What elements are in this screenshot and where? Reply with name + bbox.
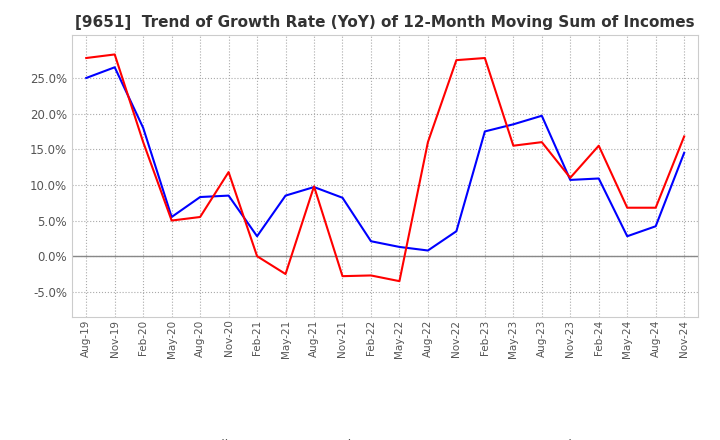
Net Income Growth Rate	[167, 218, 176, 223]
Ordinary Income Growth Rate	[680, 150, 688, 155]
Net Income Growth Rate	[595, 143, 603, 148]
Ordinary Income Growth Rate	[110, 65, 119, 70]
Ordinary Income Growth Rate	[366, 238, 375, 244]
Net Income Growth Rate	[652, 205, 660, 210]
Net Income Growth Rate	[623, 205, 631, 210]
Legend: Ordinary Income Growth Rate, Net Income Growth Rate: Ordinary Income Growth Rate, Net Income …	[156, 434, 614, 440]
Line: Net Income Growth Rate: Net Income Growth Rate	[86, 55, 684, 281]
Ordinary Income Growth Rate	[395, 244, 404, 249]
Ordinary Income Growth Rate	[509, 122, 518, 127]
Net Income Growth Rate	[225, 169, 233, 175]
Net Income Growth Rate	[253, 253, 261, 259]
Net Income Growth Rate	[509, 143, 518, 148]
Ordinary Income Growth Rate	[338, 195, 347, 200]
Net Income Growth Rate	[423, 139, 432, 145]
Ordinary Income Growth Rate	[167, 214, 176, 220]
Ordinary Income Growth Rate	[282, 193, 290, 198]
Net Income Growth Rate	[338, 274, 347, 279]
Ordinary Income Growth Rate	[310, 184, 318, 190]
Line: Ordinary Income Growth Rate: Ordinary Income Growth Rate	[86, 67, 684, 250]
Title: [9651]  Trend of Growth Rate (YoY) of 12-Month Moving Sum of Incomes: [9651] Trend of Growth Rate (YoY) of 12-…	[76, 15, 695, 30]
Net Income Growth Rate	[395, 279, 404, 284]
Ordinary Income Growth Rate	[225, 193, 233, 198]
Net Income Growth Rate	[366, 273, 375, 278]
Net Income Growth Rate	[480, 55, 489, 61]
Ordinary Income Growth Rate	[452, 229, 461, 234]
Net Income Growth Rate	[110, 52, 119, 57]
Net Income Growth Rate	[282, 271, 290, 277]
Ordinary Income Growth Rate	[480, 129, 489, 134]
Ordinary Income Growth Rate	[423, 248, 432, 253]
Ordinary Income Growth Rate	[537, 113, 546, 118]
Net Income Growth Rate	[452, 58, 461, 63]
Net Income Growth Rate	[680, 134, 688, 139]
Ordinary Income Growth Rate	[139, 125, 148, 131]
Net Income Growth Rate	[139, 139, 148, 145]
Ordinary Income Growth Rate	[253, 234, 261, 239]
Ordinary Income Growth Rate	[566, 177, 575, 183]
Net Income Growth Rate	[566, 175, 575, 180]
Net Income Growth Rate	[537, 139, 546, 145]
Net Income Growth Rate	[82, 55, 91, 61]
Net Income Growth Rate	[196, 214, 204, 220]
Ordinary Income Growth Rate	[623, 234, 631, 239]
Net Income Growth Rate	[310, 183, 318, 189]
Ordinary Income Growth Rate	[652, 224, 660, 229]
Ordinary Income Growth Rate	[196, 194, 204, 200]
Ordinary Income Growth Rate	[82, 75, 91, 81]
Ordinary Income Growth Rate	[595, 176, 603, 181]
